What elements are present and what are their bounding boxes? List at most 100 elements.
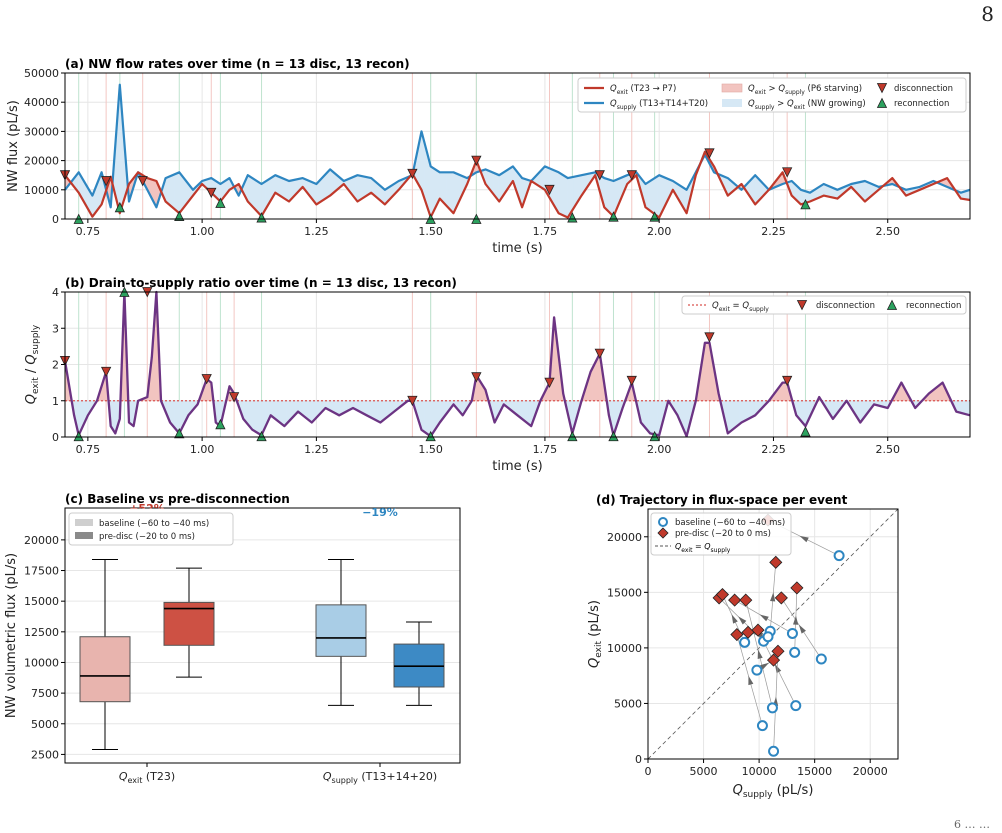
- panel-b-fill-segment: [428, 400, 432, 436]
- panel-b-xtick-label: 1.75: [533, 443, 558, 456]
- panel-d-legend-label: baseline (−60 to −40 ms): [675, 518, 785, 528]
- panel-b-ytick-label: 3: [52, 322, 59, 335]
- panel-a-fill-segment: [278, 176, 281, 197]
- panel-a-disconnection-marker: [471, 155, 482, 166]
- panel-a-fill-segment: [553, 169, 557, 211]
- panel-b-reconnection-marker: [800, 426, 811, 437]
- panel-d-predisc-point: [751, 623, 765, 637]
- panel-b-ratio-line: [63, 290, 971, 438]
- panel-a-fill-segment: [181, 174, 184, 212]
- panel-a-fill-segment: [168, 175, 171, 207]
- panel-a-fill-segment: [172, 173, 176, 210]
- panel-a-fill-segment: [284, 178, 288, 201]
- panel-a-fill-segment: [329, 168, 333, 197]
- panel-b-fill-segment: [752, 400, 755, 418]
- panel-b-fill-segment: [422, 400, 426, 433]
- panel-a-fill-segment: [568, 177, 572, 217]
- panel-d-arrowhead: [748, 675, 754, 686]
- panel-b-fill-segment: [284, 400, 288, 427]
- panel-a-legend-label: Qexit​ (T23 → P7): [610, 84, 676, 96]
- panel-b-disconnection-marker: [626, 375, 637, 387]
- panel-b-disconnection-marker: [228, 392, 240, 403]
- panel-a-fill-segment: [609, 179, 613, 216]
- panel-b-fill-segment: [646, 400, 650, 433]
- panel-d-predisc-point: [766, 653, 781, 667]
- panel-b-disconnection-marker: [100, 366, 112, 378]
- panel-a-fill-segment: [256, 180, 260, 214]
- panel-c-legend-label: baseline (−60 to −40 ms): [99, 519, 209, 529]
- panel-d-frame: [647, 508, 899, 760]
- panel-c-box: [163, 601, 215, 646]
- panel-a-fill-segment: [286, 179, 290, 202]
- panel-b-fill-segment: [368, 400, 372, 418]
- page-number: 8: [981, 2, 994, 26]
- panel-a-xtick-label: 1.25: [304, 225, 329, 238]
- panel-d-legend-swatch: [658, 517, 668, 527]
- panel-d-xtick-label: 0: [645, 765, 652, 778]
- panel-b-fill-segment: [381, 400, 385, 422]
- panel-a-fill-segment: [801, 189, 805, 205]
- panel-a-fill-segment: [653, 177, 656, 216]
- panel-a-fill-segment: [247, 174, 251, 205]
- panel-d-legend-box: [650, 512, 792, 556]
- panel-d-predisc-point: [769, 555, 783, 569]
- panel-b-fill-segment: [256, 400, 260, 435]
- panel-d-predisc-point: [730, 627, 744, 642]
- panel-d-xtick-label: 15000: [797, 765, 832, 778]
- panel-b-fill-segment: [644, 400, 648, 431]
- panel-b-reconnection-marker: [567, 430, 578, 442]
- panel-a-xtick-label: 2.50: [875, 225, 900, 238]
- panel-a-disconnection-marker: [100, 176, 112, 187]
- panel-a-fill-segment: [178, 171, 182, 214]
- panel-b-fill-segment: [650, 400, 654, 435]
- panel-d-baseline-point: [789, 646, 801, 658]
- panel-d-baseline-point: [751, 664, 763, 676]
- panel-a-disconnection-marker: [407, 168, 418, 180]
- panel-b-legend-label: Qexit​ = Qsupply​: [712, 301, 769, 313]
- panel-a-reconnection-marker: [567, 212, 578, 223]
- panel-b-fill-segment: [831, 400, 835, 418]
- panel-d-arrowhead: [793, 615, 799, 625]
- panel-d-legend-label: Qexit​ = Qsupply​: [675, 542, 731, 554]
- panel-d-baseline-point: [739, 636, 751, 648]
- panel-d-xtick-label: 10000: [742, 765, 777, 778]
- panel-d-title: (d) Trajectory in flux-space per event: [596, 493, 848, 507]
- panel-a-ytick-label: 50000: [24, 67, 59, 80]
- panel-d-xtick-label: 5000: [690, 765, 718, 778]
- corner-mark: 6 … …: [954, 818, 990, 831]
- panel-a-disconnection-marker: [594, 170, 605, 181]
- panel-b-fill-segment: [174, 400, 178, 432]
- panel-a-fill-segment: [441, 172, 445, 204]
- panel-b-fill-segment: [704, 342, 708, 401]
- panel-a-legend-label: reconnection: [894, 99, 949, 109]
- panel-c-title: (c) Baseline vs pre-disconnection: [65, 492, 290, 506]
- panel-b-fill-segment: [528, 400, 531, 427]
- panel-b-fill-segment: [176, 400, 180, 434]
- panel-c-ylabel: NW volumetric flux (pL/s): [4, 553, 19, 718]
- panel-a-legend-label: Qexit​ > Qsupply​ (P6 starving): [748, 84, 862, 96]
- panel-a-fill-segment: [564, 175, 568, 218]
- panel-b-fill-segment: [379, 400, 382, 423]
- panel-b-fill-segment: [961, 400, 964, 414]
- panel-b-fill-segment: [956, 400, 960, 413]
- panel-a-fill-segment: [176, 171, 180, 214]
- panel-b-reconnection-marker: [256, 430, 267, 442]
- panel-b-reconnection-marker: [215, 418, 226, 430]
- panel-a-fill-segment: [383, 188, 387, 204]
- panel-b-legend-marker: [886, 299, 898, 310]
- panel-a-fill-segment: [823, 183, 826, 197]
- panel-b-fill-segment: [461, 400, 464, 415]
- panel-b-fill-segment: [278, 400, 281, 424]
- panel-b-fill-segment: [370, 400, 374, 420]
- panel-b-fill-segment: [77, 400, 81, 433]
- panel-a-ytick-label: 30000: [24, 125, 59, 138]
- panel-a-legend-box: [577, 77, 967, 113]
- panel-b-fill-segment: [523, 400, 527, 423]
- panel-b-fill-segment: [424, 400, 428, 435]
- panel-b-fill-segment: [745, 400, 749, 421]
- panel-b-legend-label: reconnection: [906, 301, 961, 311]
- panel-b-fill-segment: [782, 382, 785, 401]
- panel-a-fill-segment: [323, 173, 326, 201]
- panel-a-fill-segment: [282, 177, 286, 200]
